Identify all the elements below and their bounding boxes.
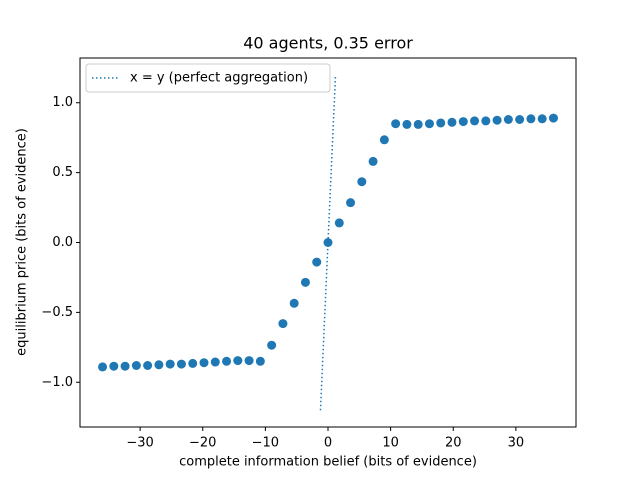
chart-title: 40 agents, 0.35 error <box>243 34 413 53</box>
point <box>334 218 344 228</box>
x-tick-label: 30 <box>508 436 525 451</box>
legend-box <box>85 63 331 93</box>
point <box>154 360 164 370</box>
x-tick-label: 0 <box>324 436 332 451</box>
point <box>481 116 491 126</box>
point <box>120 361 130 371</box>
point <box>255 356 265 366</box>
point <box>176 359 186 369</box>
x-tick-label: −10 <box>252 436 279 451</box>
x-tick-label: 20 <box>445 436 462 451</box>
axes-frame <box>79 57 577 428</box>
point <box>98 362 108 372</box>
y-tick-label: −1.0 <box>41 375 73 390</box>
point <box>515 115 525 124</box>
point <box>391 119 401 129</box>
point <box>222 356 232 366</box>
point <box>289 298 299 308</box>
y-tick-label: 0.5 <box>52 165 73 180</box>
point <box>210 357 220 367</box>
point <box>379 135 389 145</box>
y-axis-label: equilibrium price (bits of evidence) <box>15 128 30 356</box>
x-tick-label: −30 <box>126 436 153 451</box>
point <box>548 113 558 123</box>
point <box>244 356 254 366</box>
point <box>278 319 288 329</box>
point <box>447 117 457 127</box>
y-tick-label: −0.5 <box>41 305 73 320</box>
point <box>188 358 198 368</box>
point <box>526 114 536 124</box>
point <box>537 114 547 124</box>
x-tick-label: −20 <box>189 436 216 451</box>
point <box>199 358 209 368</box>
point <box>323 238 333 247</box>
point <box>312 257 322 267</box>
point <box>424 119 434 129</box>
point <box>458 117 468 127</box>
point <box>143 361 153 370</box>
point <box>492 115 502 125</box>
x-tick-label: 10 <box>382 436 399 451</box>
point <box>368 156 378 166</box>
y-tick-label: 1.0 <box>52 95 73 110</box>
point <box>470 116 480 126</box>
point <box>357 177 367 187</box>
point <box>346 198 356 208</box>
point <box>503 115 513 124</box>
point <box>300 277 310 287</box>
point <box>413 119 423 129</box>
x-axis-label: complete information belief (bits of evi… <box>179 455 477 470</box>
point <box>267 340 277 350</box>
point <box>402 119 412 129</box>
point <box>436 118 446 128</box>
point <box>165 359 175 369</box>
point <box>109 361 119 371</box>
point <box>131 361 141 370</box>
point <box>233 356 243 366</box>
legend-label: x = y (perfect aggregation) <box>130 71 308 86</box>
y-tick-label: 0.0 <box>52 235 73 250</box>
